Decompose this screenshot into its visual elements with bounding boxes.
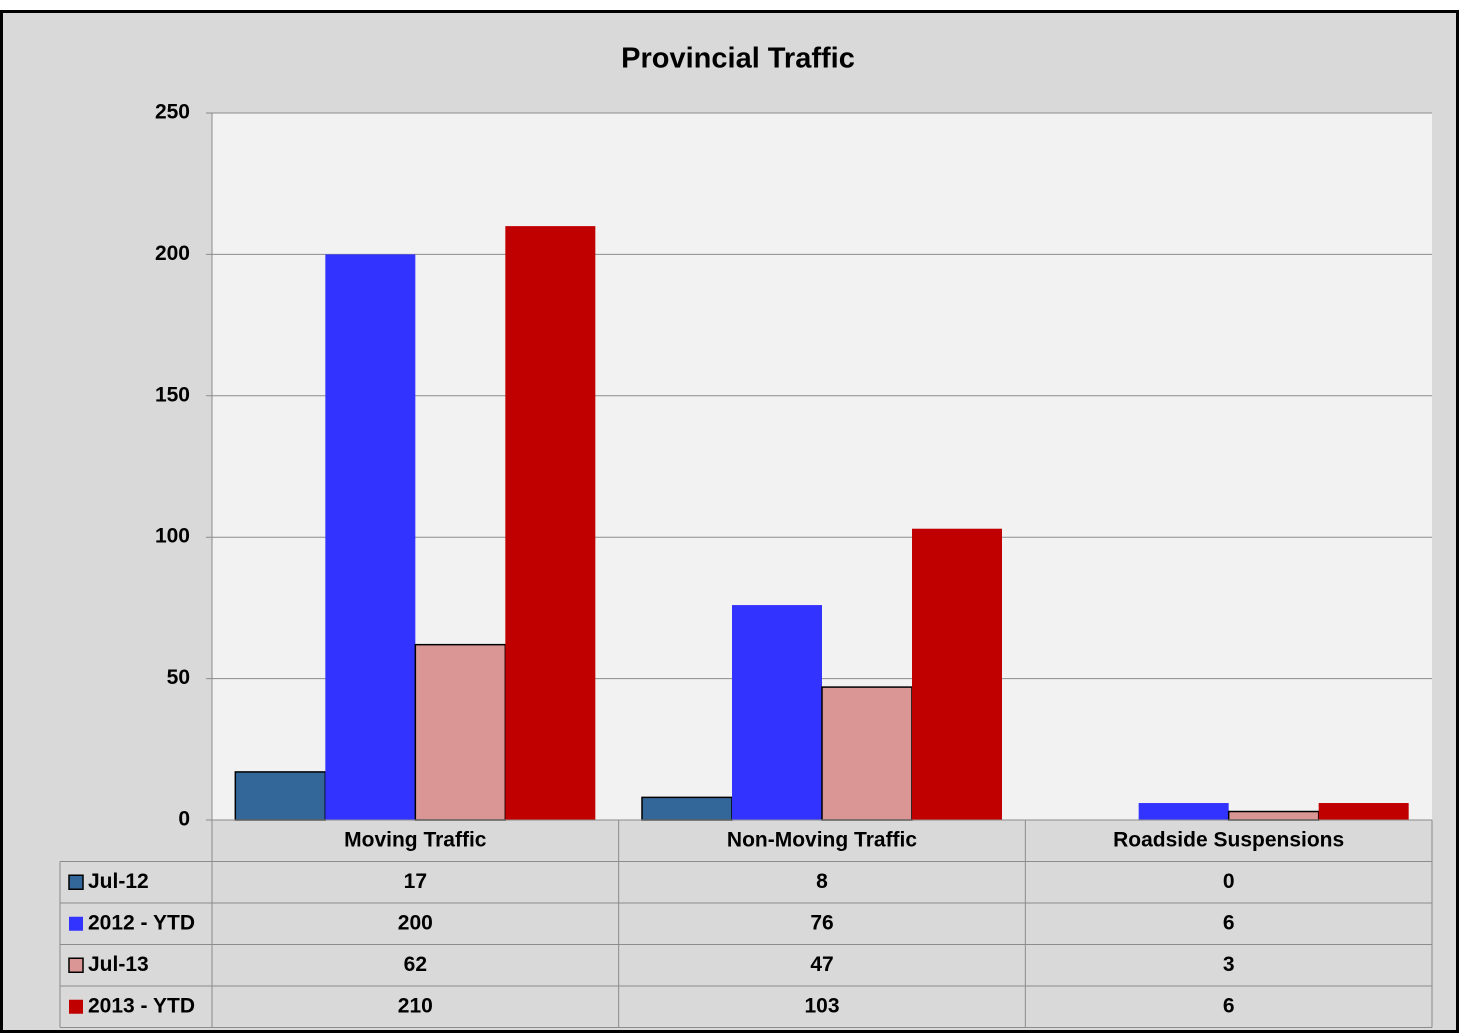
bar <box>912 528 1002 820</box>
bar <box>234 771 327 821</box>
legend-label: Jul-12 <box>88 870 149 893</box>
y-tick-label: 250 <box>155 101 190 124</box>
x-tick-label: Moving Traffic <box>344 828 487 851</box>
legend-key <box>68 874 84 890</box>
bar <box>1318 803 1409 820</box>
bar <box>641 796 733 821</box>
bar <box>414 643 507 821</box>
legend-key <box>69 999 83 1014</box>
legend-key <box>68 957 84 973</box>
table-value: 76 <box>810 911 833 934</box>
table-value: 62 <box>404 953 427 976</box>
y-tick-label: 100 <box>155 525 190 548</box>
bar <box>821 686 913 821</box>
legend-label: 2013 - YTD <box>88 994 195 1017</box>
legend-label: Jul-13 <box>88 953 149 976</box>
y-tick-label: 50 <box>167 666 190 689</box>
table-value: 210 <box>398 994 433 1017</box>
x-tick-label: Non-Moving Traffic <box>727 828 917 851</box>
table-value: 0 <box>1223 870 1235 893</box>
table-value: 8 <box>816 870 828 893</box>
table-value: 200 <box>398 911 433 934</box>
legend-label: 2012 - YTD <box>88 911 195 934</box>
bar <box>1227 810 1320 821</box>
bar <box>505 226 596 820</box>
x-tick-label: Roadside Suspensions <box>1113 828 1344 851</box>
table-value: 3 <box>1223 953 1235 976</box>
y-tick-label: 0 <box>178 808 190 831</box>
table-value: 6 <box>1223 994 1235 1017</box>
table-value: 47 <box>810 953 833 976</box>
table-value: 17 <box>404 870 427 893</box>
table-value: 6 <box>1223 911 1235 934</box>
bar <box>1138 803 1229 820</box>
y-tick-label: 150 <box>155 383 190 406</box>
y-tick-label: 200 <box>155 242 190 265</box>
chart-title: Provincial Traffic <box>621 43 855 75</box>
legend-key <box>69 916 83 931</box>
table-value: 103 <box>804 994 839 1017</box>
bar <box>325 254 416 820</box>
bar <box>732 605 822 820</box>
